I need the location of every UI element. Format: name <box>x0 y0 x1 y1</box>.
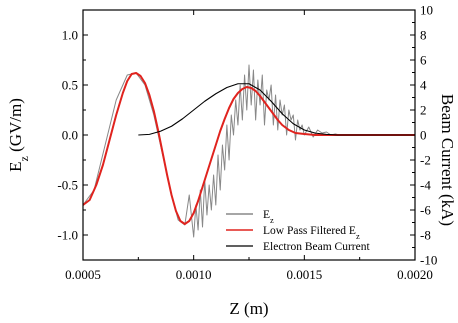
y-axis-title-sub: z <box>17 156 31 161</box>
legend: Ez Low Pass Filtered Ez Electron Beam Cu… <box>226 209 370 253</box>
y2-axis-title: Beam Current (kA) <box>438 94 457 226</box>
y-tick-label-0: 1.0 <box>62 28 78 43</box>
y-axis-title: Ez (GV/m) <box>6 98 31 172</box>
y2-tick-label-6: -2 <box>420 153 431 168</box>
y2-tick-label-0: 10 <box>420 3 433 18</box>
y2-tick-label-5: 0 <box>420 128 427 143</box>
x-tick-label-2: 0.0015 <box>286 267 322 282</box>
y-tick-label-4: -1.0 <box>57 228 78 243</box>
legend-label-lowpass-main: Low Pass Filtered E <box>263 225 356 237</box>
legend-label-lowpass-sub: z <box>356 231 360 241</box>
y-axis-title-main: E <box>6 162 25 172</box>
y2-tick-label-8: -6 <box>420 203 431 218</box>
series-lowpass-line <box>83 72 415 225</box>
y-tick-label-2: 0.0 <box>62 128 78 143</box>
series-layer <box>83 64 415 238</box>
x-axis-title: Z (m) <box>229 299 268 318</box>
legend-label-lowpass: Low Pass Filtered Ez <box>263 225 360 241</box>
y2-tick-label-3: 4 <box>420 78 427 93</box>
y2-tick-label-9: -8 <box>420 228 431 243</box>
y2-tick-label-4: 2 <box>420 103 427 118</box>
x-tick-label-0: 0.0005 <box>65 267 101 282</box>
y2-tick-label-1: 8 <box>420 28 427 43</box>
y-axis-title-unit: (GV/m) <box>6 98 25 156</box>
series-beam-current-line <box>138 83 415 136</box>
y2-tick-label-10: -10 <box>420 253 437 268</box>
legend-label-ez-main: E <box>263 209 270 221</box>
legend-label-ez: Ez <box>263 209 274 225</box>
legend-label-beam: Electron Beam Current <box>263 241 370 253</box>
x-tick-label-3: 0.0020 <box>397 267 433 282</box>
axis-layer: 0.0005 0.0010 0.0015 0.0020 1.0 0.5 0.0 -0.5 -1.… <box>57 3 437 283</box>
y2-tick-label-2: 6 <box>420 53 427 68</box>
y-tick-label-3: -0.5 <box>57 178 78 193</box>
x-tick-label-1: 0.0010 <box>176 267 212 282</box>
series-ez-line <box>83 64 415 238</box>
legend-label-ez-sub: z <box>270 215 274 225</box>
y2-tick-label-7: -4 <box>420 178 431 193</box>
plot-clip-group <box>83 64 415 238</box>
y-tick-label-1: 0.5 <box>62 78 78 93</box>
